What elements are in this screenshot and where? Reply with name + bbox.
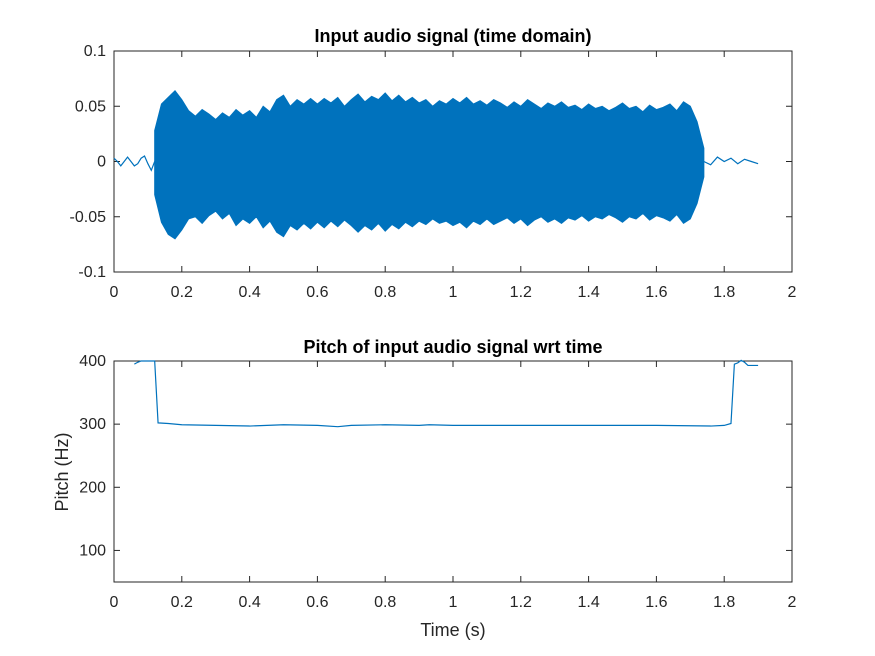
- signal-plot-xtick-label: 2: [788, 284, 797, 301]
- pitch-plot-ylabel: Pitch (Hz): [52, 432, 72, 511]
- signal-plot-xtick-label: 0.6: [306, 284, 328, 301]
- pitch-plot-xtick-label: 2: [788, 594, 797, 611]
- signal-plot-xtick-label: 1: [449, 284, 458, 301]
- signal-plot: Input audio signal (time domain) 0 0.2 0.4…: [70, 26, 797, 301]
- signal-plot-xtick-label: 0.2: [171, 284, 193, 301]
- pitch-plot-ticks: 0 0.2 0.4 0.6 0.8 1 1.2 1.4 1.6 1.8 2 100 200 300 400: [79, 353, 796, 611]
- pitch-plot-ytick-label: 200: [79, 479, 106, 496]
- signal-plot-xtick-label: 1.2: [510, 284, 532, 301]
- signal-plot-title: Input audio signal (time domain): [315, 26, 592, 46]
- signal-plot-ticks: 0 0.2 0.4 0.6 0.8 1 1.2 1.4 1.6 1.8 2 -0.1 -0.05 0 0.0…: [70, 43, 797, 301]
- signal-plot-xtick-label: 1.8: [713, 284, 735, 301]
- pitch-plot-ytick-label: 400: [79, 353, 106, 370]
- signal-plot-ytick-label: -0.1: [78, 264, 106, 281]
- pitch-plot-axes-box: [113, 360, 793, 583]
- pitch-plot-xtick-label: 0.4: [238, 594, 260, 611]
- signal-plot-ytick-label: -0.05: [70, 209, 107, 226]
- signal-tail: [703, 156, 759, 166]
- pitch-plot-xtick-label: 1.2: [510, 594, 532, 611]
- pitch-plot-series: [134, 359, 759, 428]
- signal-waveform-body: [154, 90, 705, 240]
- signal-plot-xtick-label: 0.4: [238, 284, 260, 301]
- pitch-plot-xlabel: Time (s): [420, 620, 485, 640]
- pitch-plot-ytick-label: 300: [79, 416, 106, 433]
- signal-plot-series: [113, 90, 759, 240]
- signal-plot-ytick-label: 0.05: [75, 98, 106, 115]
- signal-plot-xtick-label: 0.8: [374, 284, 396, 301]
- pitch-plot-ytick-label: 100: [79, 542, 106, 559]
- signal-plot-xtick-label: 0: [110, 284, 119, 301]
- pitch-plot-xtick-label: 0.8: [374, 594, 396, 611]
- pitch-plot-xtick-label: 0.2: [171, 594, 193, 611]
- pitch-plot-title: Pitch of input audio signal wrt time: [303, 337, 602, 357]
- pitch-plot-xtick-label: 1: [449, 594, 458, 611]
- signal-plot-ytick-label: 0.1: [84, 43, 106, 60]
- signal-plot-xtick-label: 1.4: [577, 284, 599, 301]
- pitch-plot-xtick-label: 0: [110, 594, 119, 611]
- pitch-plot-xtick-label: 1.6: [645, 594, 667, 611]
- pitch-plot-xtick-label: 1.8: [713, 594, 735, 611]
- pitch-plot: Pitch of input audio signal wrt time 0 0.…: [52, 337, 797, 640]
- signal-plot-xtick-label: 1.6: [645, 284, 667, 301]
- signal-plot-ytick-label: 0: [97, 154, 106, 171]
- pitch-plot-xtick-label: 0.6: [306, 594, 328, 611]
- signal-lead-in: [113, 155, 156, 172]
- pitch-plot-xtick-label: 1.4: [577, 594, 599, 611]
- pitch-line: [134, 359, 759, 428]
